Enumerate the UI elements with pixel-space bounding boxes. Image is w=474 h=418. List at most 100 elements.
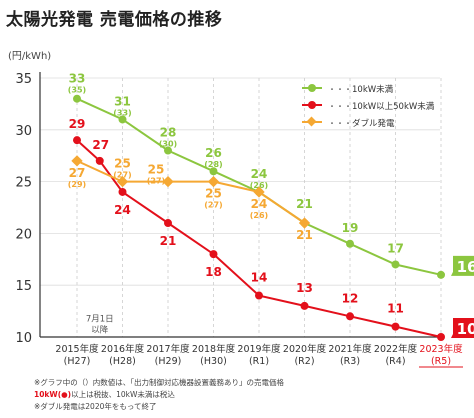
series-0-sub-0: (35) xyxy=(68,86,86,95)
series-1-value-1: 27 xyxy=(92,138,109,152)
series-2-marker-2 xyxy=(162,175,174,188)
x-tick-era-7: (R4) xyxy=(385,356,405,367)
footnote-tax-rest: 以上は税抜、10kW未満は税込 xyxy=(71,390,175,399)
series-2-marker-3 xyxy=(207,175,220,188)
series-2-marker-4 xyxy=(253,186,265,198)
y-tick-10: 10 xyxy=(15,331,32,346)
series-0-callout-8 xyxy=(451,255,474,276)
x-tick-year-7: 2022年度 xyxy=(374,343,418,355)
series-0-marker-2 xyxy=(164,146,172,155)
series-0-marker-6 xyxy=(346,239,354,248)
chart-title: 太陽光発電 売電価格の推移 xyxy=(6,10,223,30)
series-1-marker-2 xyxy=(118,187,127,196)
series-0-value-5: 21 xyxy=(296,197,313,211)
annotation-line2: 以降 xyxy=(91,324,109,335)
x-tick-era-6: (R3) xyxy=(340,356,360,367)
axis-layer: 10 15 20 25 30 35 2015年度(H27) 2016年度(H28) 2017年度… xyxy=(15,72,463,368)
series-2-sub-0: (29) xyxy=(68,180,86,189)
series-2-sub-4: (26) xyxy=(250,211,268,220)
series-1-marker-6 xyxy=(300,301,309,310)
series-2-marker-5 xyxy=(298,217,311,229)
x-tick-era-0: (H27) xyxy=(64,356,91,367)
y-tick-25: 25 xyxy=(15,176,32,191)
x-tick-year-5: 2020年度 xyxy=(283,343,327,355)
legend-marker-2 xyxy=(306,116,317,127)
series-1-marker-5 xyxy=(255,291,263,300)
series-0-value-6: 19 xyxy=(342,221,359,235)
x-tick-era-5: (R2) xyxy=(294,356,314,367)
series-1-value-2: 24 xyxy=(114,203,131,217)
x-tick-year-6: 2021年度 xyxy=(328,343,372,355)
series-1-marker-3 xyxy=(164,219,172,228)
y-tick-30: 30 xyxy=(15,124,32,139)
legend-label-0: 10kW未満 xyxy=(352,84,394,95)
footnote-tax: 10kW(●)以上は税抜、10kW未満は税込 xyxy=(34,389,175,400)
series-1-value-3: 21 xyxy=(160,234,177,248)
legend-dots-2: ・・・ xyxy=(328,119,352,128)
series-1-marker-7 xyxy=(346,312,354,321)
x-tick-era-3: (H30) xyxy=(200,356,227,367)
series-1-value-5: 14 xyxy=(251,271,268,285)
series-line-2 xyxy=(76,159,306,224)
series-2-value-4: 24 xyxy=(251,197,268,211)
y-tick-35: 35 xyxy=(15,72,32,87)
legend-label-2: ダブル発電 xyxy=(352,118,395,129)
series-0-value-0: 33 xyxy=(69,72,86,86)
annotation-line1: 7月1日 xyxy=(86,314,114,324)
legend-marker-1 xyxy=(308,101,316,109)
series-0-value-2: 28 xyxy=(160,126,177,140)
series-0-sub-3: (28) xyxy=(204,160,222,169)
series-0-value-8: 16 xyxy=(457,258,474,276)
x-tick-year-2: 2017年度 xyxy=(146,343,190,355)
legend-marker-0 xyxy=(308,84,316,92)
x-tick-year-3: 2018年度 xyxy=(192,343,236,355)
series-2-value-3: 25 xyxy=(205,187,222,201)
x-tick-era-2: (H29) xyxy=(155,356,182,367)
series-0-sub-4: (26) xyxy=(250,181,268,190)
series-2-value-0: 27 xyxy=(69,166,86,180)
series-1-value-8: 11 xyxy=(387,302,404,316)
series-0-marker-3 xyxy=(209,167,218,176)
series-0-value-4: 24 xyxy=(251,167,268,181)
series-1-value-6: 13 xyxy=(296,281,313,295)
x-tick-year-1: 2016年度 xyxy=(101,343,145,355)
series-0-marker-0 xyxy=(73,94,81,103)
x-tick-era-1: (H28) xyxy=(109,356,136,367)
x-tick-era-8: (R5) xyxy=(431,356,451,367)
series-0-value-1: 31 xyxy=(114,94,131,108)
legend-label-1: 10kW以上50kW未満 xyxy=(352,101,435,112)
series-1-value-4: 18 xyxy=(205,265,222,279)
series-2-sub-2: (27) xyxy=(147,177,165,186)
series-2-value-1: 25 xyxy=(114,157,131,171)
series-2-sub-3: (27) xyxy=(204,201,222,210)
series-0-value-7: 17 xyxy=(387,241,404,255)
series-1-marker-8 xyxy=(391,322,400,331)
x-tick-year-8: 2023年度 xyxy=(419,343,463,355)
series-2-marker-0 xyxy=(71,155,83,167)
footnote-parentheses: ※グラフ中の（）内数値は、「出力制御対応機器設置義務あり」の売電価格 xyxy=(34,378,285,387)
legend: ・・・ 10kW未満・・・ 10kW以上50kW未満・・・ ダブル発電 xyxy=(302,84,435,129)
x-tick-year-4: 2019年度 xyxy=(237,343,281,355)
series-0-value-3: 26 xyxy=(205,146,222,160)
series-1-marker-9 xyxy=(437,333,445,341)
series-2-value-2: 25 xyxy=(148,163,165,177)
series-1-value-9: 10 xyxy=(457,320,474,338)
grid-layer xyxy=(40,77,442,337)
series-1-marker-1 xyxy=(95,156,104,165)
series-1-value-7: 12 xyxy=(342,291,359,305)
series-0-marker-7 xyxy=(391,260,400,269)
series-2-sub-1: (27) xyxy=(113,171,131,180)
y-tick-20: 20 xyxy=(15,227,32,242)
legend-dots-1: ・・・ xyxy=(328,102,352,111)
series-0-marker-1 xyxy=(118,115,127,124)
x-tick-era-4: (R1) xyxy=(249,356,269,367)
series-2-value-5: 21 xyxy=(296,228,313,242)
series-0-sub-2: (30) xyxy=(159,140,177,149)
series-1-marker-4 xyxy=(209,250,218,259)
y-axis-unit-label: (円/kWh) xyxy=(8,51,52,62)
data-labels: 33(35)31(33)28(30)26(28)24(26)2119171629… xyxy=(68,72,474,338)
x-tick-year-0: 2015年度 xyxy=(55,343,99,355)
footnote-double-end: ※ダブル発電は2020年をもって終了 xyxy=(34,402,157,411)
series-1-value-0: 29 xyxy=(69,117,86,131)
